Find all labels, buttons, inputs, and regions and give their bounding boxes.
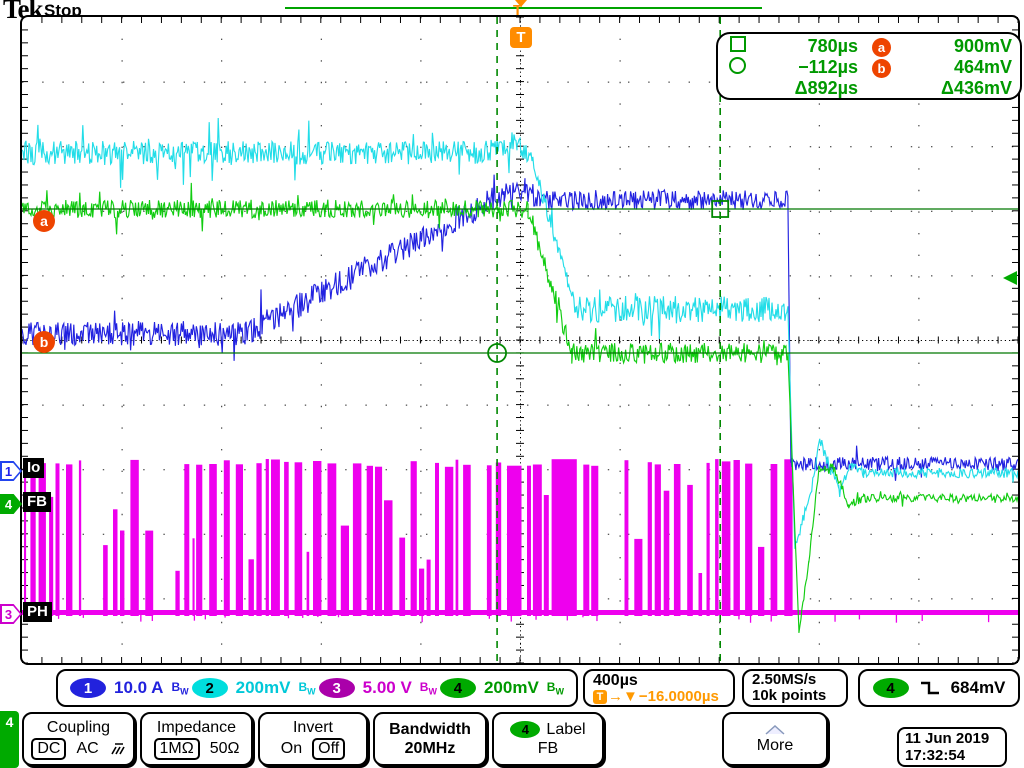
ch4-waveform-label: FB: [23, 492, 51, 512]
trigger-record-t-icon: T: [513, 2, 523, 19]
trigger-position-arrow-top-icon: [515, 0, 527, 7]
ch4-scale: 200mV: [483, 678, 539, 697]
more-title: More: [756, 736, 794, 754]
ch2-readout: 2 200mV BW: [191, 678, 316, 698]
cursor-vb-value: 464mV: [953, 57, 1012, 77]
coupling-dc-option[interactable]: DC: [31, 737, 67, 760]
cursor-dv-value: Δ436mV: [941, 78, 1012, 98]
horizontal-readout: 400µs T →▼ −16.0000µs: [583, 669, 735, 707]
ch3-badge: 3: [318, 678, 355, 698]
delay-t-icon: T: [593, 690, 607, 704]
ch2-badge: 2: [191, 678, 228, 698]
ch2-scale: 200mV: [235, 678, 291, 697]
falling-edge-icon: [920, 681, 939, 695]
graticule: [20, 15, 1020, 665]
more-menu-button[interactable]: More: [722, 712, 828, 766]
cursor-b-chip[interactable]: b: [33, 331, 55, 353]
ch4-readout: 4 200mV BW: [439, 678, 564, 698]
ch3-readout: 3 5.00 V BW: [318, 678, 437, 698]
timebase-value: 400µs: [593, 672, 638, 689]
sample-rate: 2.50MS/s: [752, 671, 817, 688]
ch1-bw-icon: BW: [171, 679, 189, 697]
ch3-bw-icon: BW: [419, 679, 437, 697]
ch1-readout: 1 10.0 A BW: [70, 678, 189, 698]
menu-channel-tab: 4: [0, 711, 19, 768]
time-value: 17:32:54: [905, 747, 966, 764]
trigger-readout: 4 684mV: [858, 669, 1020, 707]
waveform-plot: [22, 17, 1018, 663]
channel-readouts: 1 10.0 A BW 2 200mV BW 3 5.00 V BW 4 200…: [56, 669, 578, 707]
ch1-badge: 1: [70, 678, 106, 698]
bandwidth-value: 20MHz: [404, 740, 456, 757]
invert-title: Invert: [292, 718, 333, 736]
square-cursor-icon: [730, 36, 746, 52]
datetime-box: 11 Jun 2019 17:32:54: [897, 727, 1007, 767]
impedance-title: Impedance: [156, 718, 237, 736]
record-view-line: [285, 7, 762, 9]
trigger-position-t-marker[interactable]: T: [510, 27, 532, 48]
cursor-readout-box: 780µs a 900mV −112µs b 464mV Δ892µs Δ436…: [716, 32, 1022, 100]
cursor-a-chip[interactable]: a: [33, 210, 55, 232]
bandwidth-title: Bandwidth: [389, 721, 471, 738]
circle-cursor-icon: [729, 56, 746, 74]
trigger-level-arrow-icon[interactable]: [1003, 271, 1017, 285]
ch4-bw-icon: BW: [546, 679, 564, 697]
ch3-ground-marker[interactable]: 3: [0, 604, 22, 624]
bandwidth-menu-button[interactable]: Bandwidth 20MHz: [373, 712, 487, 766]
ch2-bw-icon: BW: [298, 679, 316, 697]
acquisition-readout: 2.50MS/s 10k points: [742, 669, 848, 707]
label-menu-button[interactable]: 4 Label FB: [492, 712, 604, 766]
cursor-t2-value: −112µs: [798, 57, 858, 77]
ch3-scale: 5.00 V: [362, 678, 412, 697]
ground-coupling-icon[interactable]: [109, 741, 126, 757]
invert-off-option[interactable]: Off: [312, 737, 346, 760]
date-value: 11 Jun 2019: [905, 730, 990, 747]
ch1-waveform-label: Io: [23, 458, 45, 478]
record-length: 10k points: [752, 687, 827, 704]
invert-menu-button[interactable]: Invert On Off: [258, 712, 368, 766]
cursor-va-value: 900mV: [953, 36, 1012, 56]
coupling-title: Coupling: [46, 718, 111, 736]
label-channel-badge: 4: [510, 721, 541, 738]
ch4-ground-marker[interactable]: 4: [0, 494, 22, 514]
label-value: FB: [537, 740, 559, 757]
coupling-ac-option[interactable]: AC: [76, 739, 99, 757]
cursor-b-icon: b: [872, 59, 891, 78]
ch3-waveform-label: PH: [23, 602, 52, 622]
impedance-1mohm-option[interactable]: 1MΩ: [153, 737, 200, 760]
trigger-source-badge: 4: [872, 678, 909, 698]
trigger-delay: T →▼ −16.0000µs: [593, 689, 725, 705]
ch4-badge: 4: [439, 678, 476, 698]
trigger-level-value: 684mV: [950, 678, 1006, 697]
ch1-ground-marker[interactable]: 1: [0, 461, 22, 481]
label-title: Label: [546, 721, 586, 738]
delay-value: −16.0000µs: [638, 688, 719, 705]
invert-on-option[interactable]: On: [280, 739, 303, 757]
cursor-a-icon: a: [872, 38, 891, 57]
impedance-50ohm-option[interactable]: 50Ω: [209, 739, 240, 757]
ch1-scale: 10.0 A: [114, 678, 164, 697]
caret-up-icon: [765, 724, 785, 735]
coupling-menu-button[interactable]: Coupling DC AC: [22, 712, 135, 766]
cursor-t1-value: 780µs: [807, 36, 858, 56]
cursor-dt-value: Δ892µs: [794, 78, 858, 98]
impedance-menu-button[interactable]: Impedance 1MΩ 50Ω: [140, 712, 253, 766]
